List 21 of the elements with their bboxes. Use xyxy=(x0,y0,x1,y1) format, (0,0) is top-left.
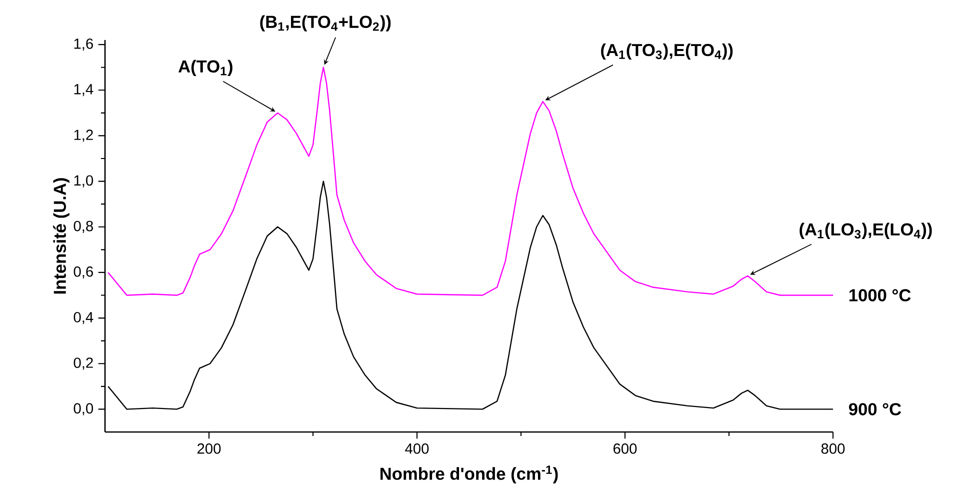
series-label: 1000 °C xyxy=(849,289,911,302)
annotation: (B$_{1}$,E(TO$_{4}$+LO$_{2}$)) xyxy=(260,15,391,32)
x-axis-title: Nombre d'onde (cm$^{-1}$) xyxy=(380,466,558,484)
y-tick-label: 1,2 xyxy=(74,130,93,142)
x-tick-label: 600 xyxy=(614,443,637,454)
x-tick-label: 200 xyxy=(197,443,221,454)
series-label: 900 °C xyxy=(848,403,902,416)
y-tick-label: 1,6 xyxy=(74,38,93,51)
y-tick-label: 0,6 xyxy=(74,266,93,279)
annotation: (A$_{1}$(TO$_{3}$),E(TO$_{4}$)) xyxy=(601,43,733,60)
y-tick-label: 0,8 xyxy=(74,220,93,233)
y-tick-label: 0,2 xyxy=(74,358,93,370)
y-tick-label: 0,0 xyxy=(74,403,94,416)
y-tick-label: 1,0 xyxy=(74,175,94,188)
annotation: A(TO$_{1}$) xyxy=(178,60,232,76)
y-axis-title: Intensité (U.A) xyxy=(53,178,70,294)
x-tick-label: 800 xyxy=(821,443,845,454)
x-tick-label: 400 xyxy=(405,443,429,454)
annotation: (A$_{1}$(LO$_{3}$),E(LO$_{4}$)) xyxy=(800,222,932,239)
y-tick-label: 0,4 xyxy=(74,312,94,324)
y-tick-label: 1,4 xyxy=(74,84,94,96)
